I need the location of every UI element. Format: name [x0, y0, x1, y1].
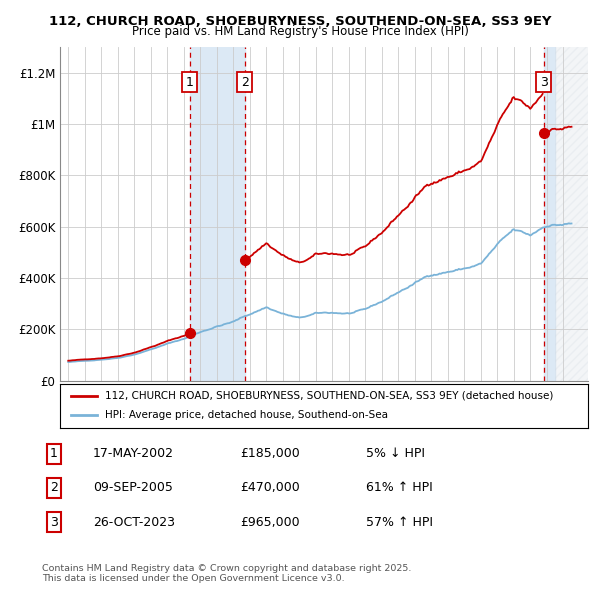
- Text: 112, CHURCH ROAD, SHOEBURYNESS, SOUTHEND-ON-SEA, SS3 9EY (detached house): 112, CHURCH ROAD, SHOEBURYNESS, SOUTHEND…: [105, 391, 553, 401]
- Text: Price paid vs. HM Land Registry's House Price Index (HPI): Price paid vs. HM Land Registry's House …: [131, 25, 469, 38]
- Text: 17-MAY-2002: 17-MAY-2002: [93, 447, 174, 460]
- Text: 61% ↑ HPI: 61% ↑ HPI: [366, 481, 433, 494]
- Text: £965,000: £965,000: [240, 516, 299, 529]
- Text: £470,000: £470,000: [240, 481, 300, 494]
- Text: Contains HM Land Registry data © Crown copyright and database right 2025.
This d: Contains HM Land Registry data © Crown c…: [42, 563, 412, 583]
- Text: 3: 3: [50, 516, 58, 529]
- Text: 1: 1: [186, 76, 194, 88]
- Text: 112, CHURCH ROAD, SHOEBURYNESS, SOUTHEND-ON-SEA, SS3 9EY: 112, CHURCH ROAD, SHOEBURYNESS, SOUTHEND…: [49, 15, 551, 28]
- Text: 3: 3: [539, 76, 548, 88]
- Text: 1: 1: [50, 447, 58, 460]
- Text: 26-OCT-2023: 26-OCT-2023: [93, 516, 175, 529]
- Text: HPI: Average price, detached house, Southend-on-Sea: HPI: Average price, detached house, Sout…: [105, 411, 388, 420]
- Bar: [555, 47, 588, 381]
- Text: 5% ↓ HPI: 5% ↓ HPI: [366, 447, 425, 460]
- Text: 57% ↑ HPI: 57% ↑ HPI: [366, 516, 433, 529]
- Text: 2: 2: [241, 76, 248, 88]
- Text: 09-SEP-2005: 09-SEP-2005: [93, 481, 173, 494]
- Text: 2: 2: [50, 481, 58, 494]
- Bar: [190, 47, 245, 381]
- Bar: [555, 47, 588, 381]
- Bar: [544, 47, 555, 381]
- Text: £185,000: £185,000: [240, 447, 300, 460]
